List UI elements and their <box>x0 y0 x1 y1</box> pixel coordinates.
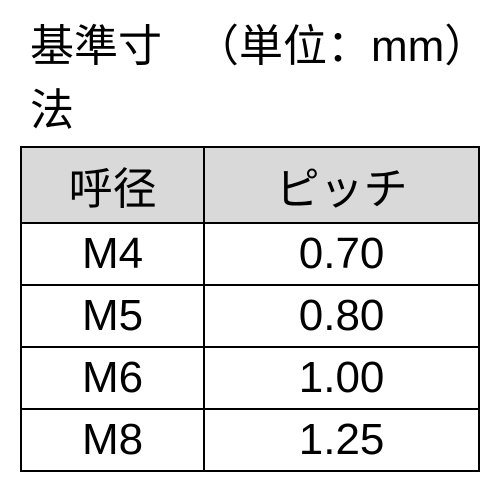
table-row: M4 0.70 <box>21 223 479 285</box>
table-row: M5 0.80 <box>21 285 479 347</box>
table-row: M8 1.25 <box>21 409 479 471</box>
table-row: M6 1.00 <box>21 347 479 409</box>
cell-pitch: 1.00 <box>204 347 479 409</box>
cell-pitch: 0.80 <box>204 285 479 347</box>
cell-name: M6 <box>21 347 204 409</box>
cell-pitch: 0.70 <box>204 223 479 285</box>
column-header-pitch: ピッチ <box>204 147 479 223</box>
table-header-row: 呼径 ピッチ <box>21 147 479 223</box>
cell-name: M8 <box>21 409 204 471</box>
cell-name: M4 <box>21 223 204 285</box>
column-header-name: 呼径 <box>21 147 204 223</box>
cell-pitch: 1.25 <box>204 409 479 471</box>
unit-label: （単位：mm） <box>195 10 470 138</box>
cell-name: M5 <box>21 285 204 347</box>
page-title: 基準寸法 <box>30 10 195 138</box>
header-row: 基準寸法 （単位：mm） <box>20 10 480 138</box>
dimensions-table: 呼径 ピッチ M4 0.70 M5 0.80 M6 1.00 M8 1.25 <box>20 146 480 472</box>
